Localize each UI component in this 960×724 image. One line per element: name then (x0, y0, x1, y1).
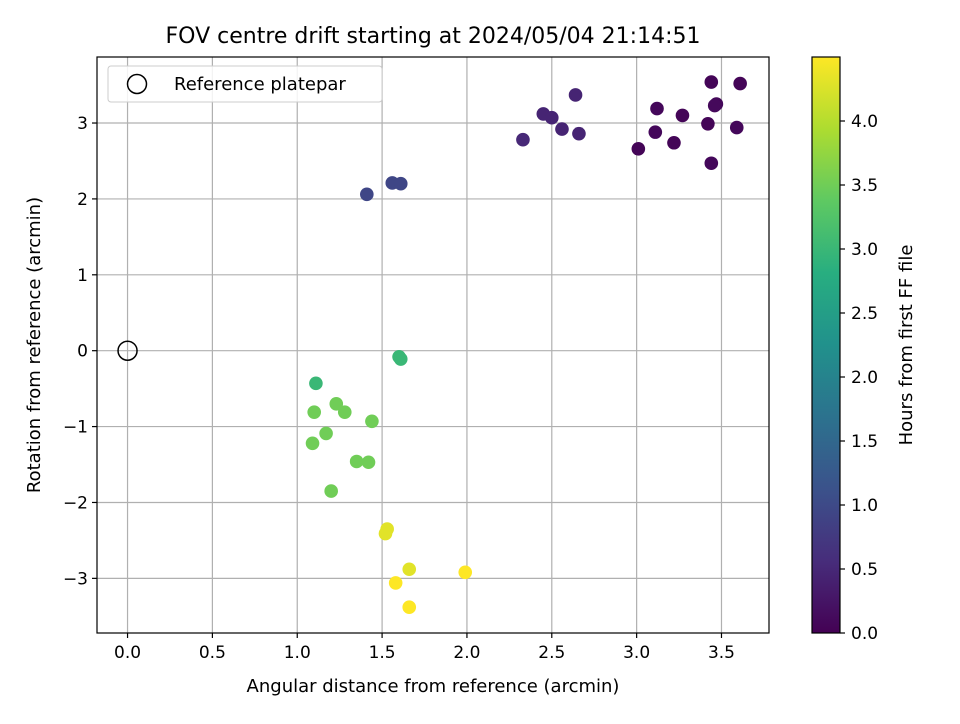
grid-lines (97, 57, 769, 633)
x-axis-label: Angular distance from reference (arcmin) (247, 676, 620, 697)
legend-label: Reference platepar (174, 74, 346, 95)
data-point (675, 108, 690, 123)
data-point (319, 426, 333, 441)
data-point (650, 101, 664, 116)
x-tick-label: 2.5 (538, 643, 565, 663)
x-tick-label: 0.0 (114, 643, 141, 663)
data-point (337, 405, 352, 419)
data-point (402, 562, 417, 577)
data-point (568, 88, 583, 102)
data-point (378, 526, 393, 541)
colorbar: 0.0 0.5 1.0 1.5 2.0 2.5 3.0 3.5 4.0 Hours from f… (811, 56, 917, 644)
legend-box (107, 65, 383, 103)
x-axis-ticks: 0.0 0.5 1.0 1.5 2.0 2.5 3.0 3.5 (114, 633, 735, 663)
x-tick-label: 1.5 (369, 643, 396, 663)
plot-frame (96, 56, 770, 634)
data-point (544, 110, 559, 125)
data-points (117, 75, 747, 614)
colorbar-tick-label: 1.5 (851, 432, 878, 452)
data-point (393, 352, 408, 366)
data-point (360, 187, 374, 202)
colorbar-tick-label: 2.5 (851, 304, 878, 324)
colorbar-tick-label: 0.0 (851, 624, 878, 644)
data-point (349, 454, 364, 469)
legend: Reference platepar (107, 65, 383, 103)
data-point (365, 414, 379, 429)
x-tick-label: 3.0 (623, 643, 650, 663)
data-point (361, 455, 376, 470)
y-axis-ticks: −3 −2 −1 0 1 2 3 (63, 114, 97, 589)
colorbar-tick-label: 0.5 (851, 560, 878, 580)
data-point (572, 126, 586, 141)
data-point (667, 135, 681, 150)
data-point (388, 576, 403, 590)
legend-marker-open-circle (126, 73, 148, 95)
y-axis-label: Rotation from reference (arcmin) (24, 197, 45, 493)
colorbar-tick-label: 4.0 (851, 112, 878, 132)
y-tick-label: 2 (77, 190, 88, 210)
y-tick-label: −2 (63, 493, 88, 513)
colorbar-tick-label: 2.0 (851, 368, 878, 388)
chart-title: FOV centre drift starting at 2024/05/04 … (166, 24, 701, 49)
x-tick-label: 1.0 (284, 643, 311, 663)
colorbar-frame (811, 56, 841, 634)
data-point (458, 565, 473, 580)
y-tick-label: 3 (77, 114, 88, 134)
x-tick-label: 3.5 (708, 643, 735, 663)
y-tick-label: 1 (77, 266, 88, 286)
data-point (704, 75, 719, 89)
colorbar-tick-label: 3.0 (851, 240, 878, 260)
reference-platepar-marker (117, 340, 138, 361)
data-point (631, 142, 646, 156)
y-tick-label: −3 (63, 569, 88, 589)
data-point (324, 484, 338, 498)
data-point (329, 397, 344, 411)
y-tick-label: 0 (77, 342, 88, 362)
data-point (729, 120, 744, 135)
data-point (704, 156, 719, 171)
data-point (305, 436, 320, 451)
data-point (516, 132, 530, 147)
x-tick-label: 2.0 (453, 643, 480, 663)
data-point (648, 125, 663, 139)
colorbar-label: Hours from first FF file (896, 245, 917, 446)
colorbar-gradient (812, 57, 840, 633)
data-point (707, 98, 722, 113)
colorbar-tick-label: 1.0 (851, 496, 878, 516)
data-point (555, 122, 569, 136)
data-point (733, 76, 747, 91)
colorbar-ticks: 0.0 0.5 1.0 1.5 2.0 2.5 3.0 3.5 4.0 (840, 112, 878, 644)
data-point (307, 405, 322, 419)
data-point (309, 376, 323, 391)
x-tick-label: 0.5 (199, 643, 226, 663)
data-point (393, 176, 408, 191)
colorbar-tick-label: 3.5 (851, 176, 878, 196)
data-point (402, 600, 417, 614)
y-tick-label: −1 (63, 418, 88, 438)
data-point (701, 116, 715, 131)
